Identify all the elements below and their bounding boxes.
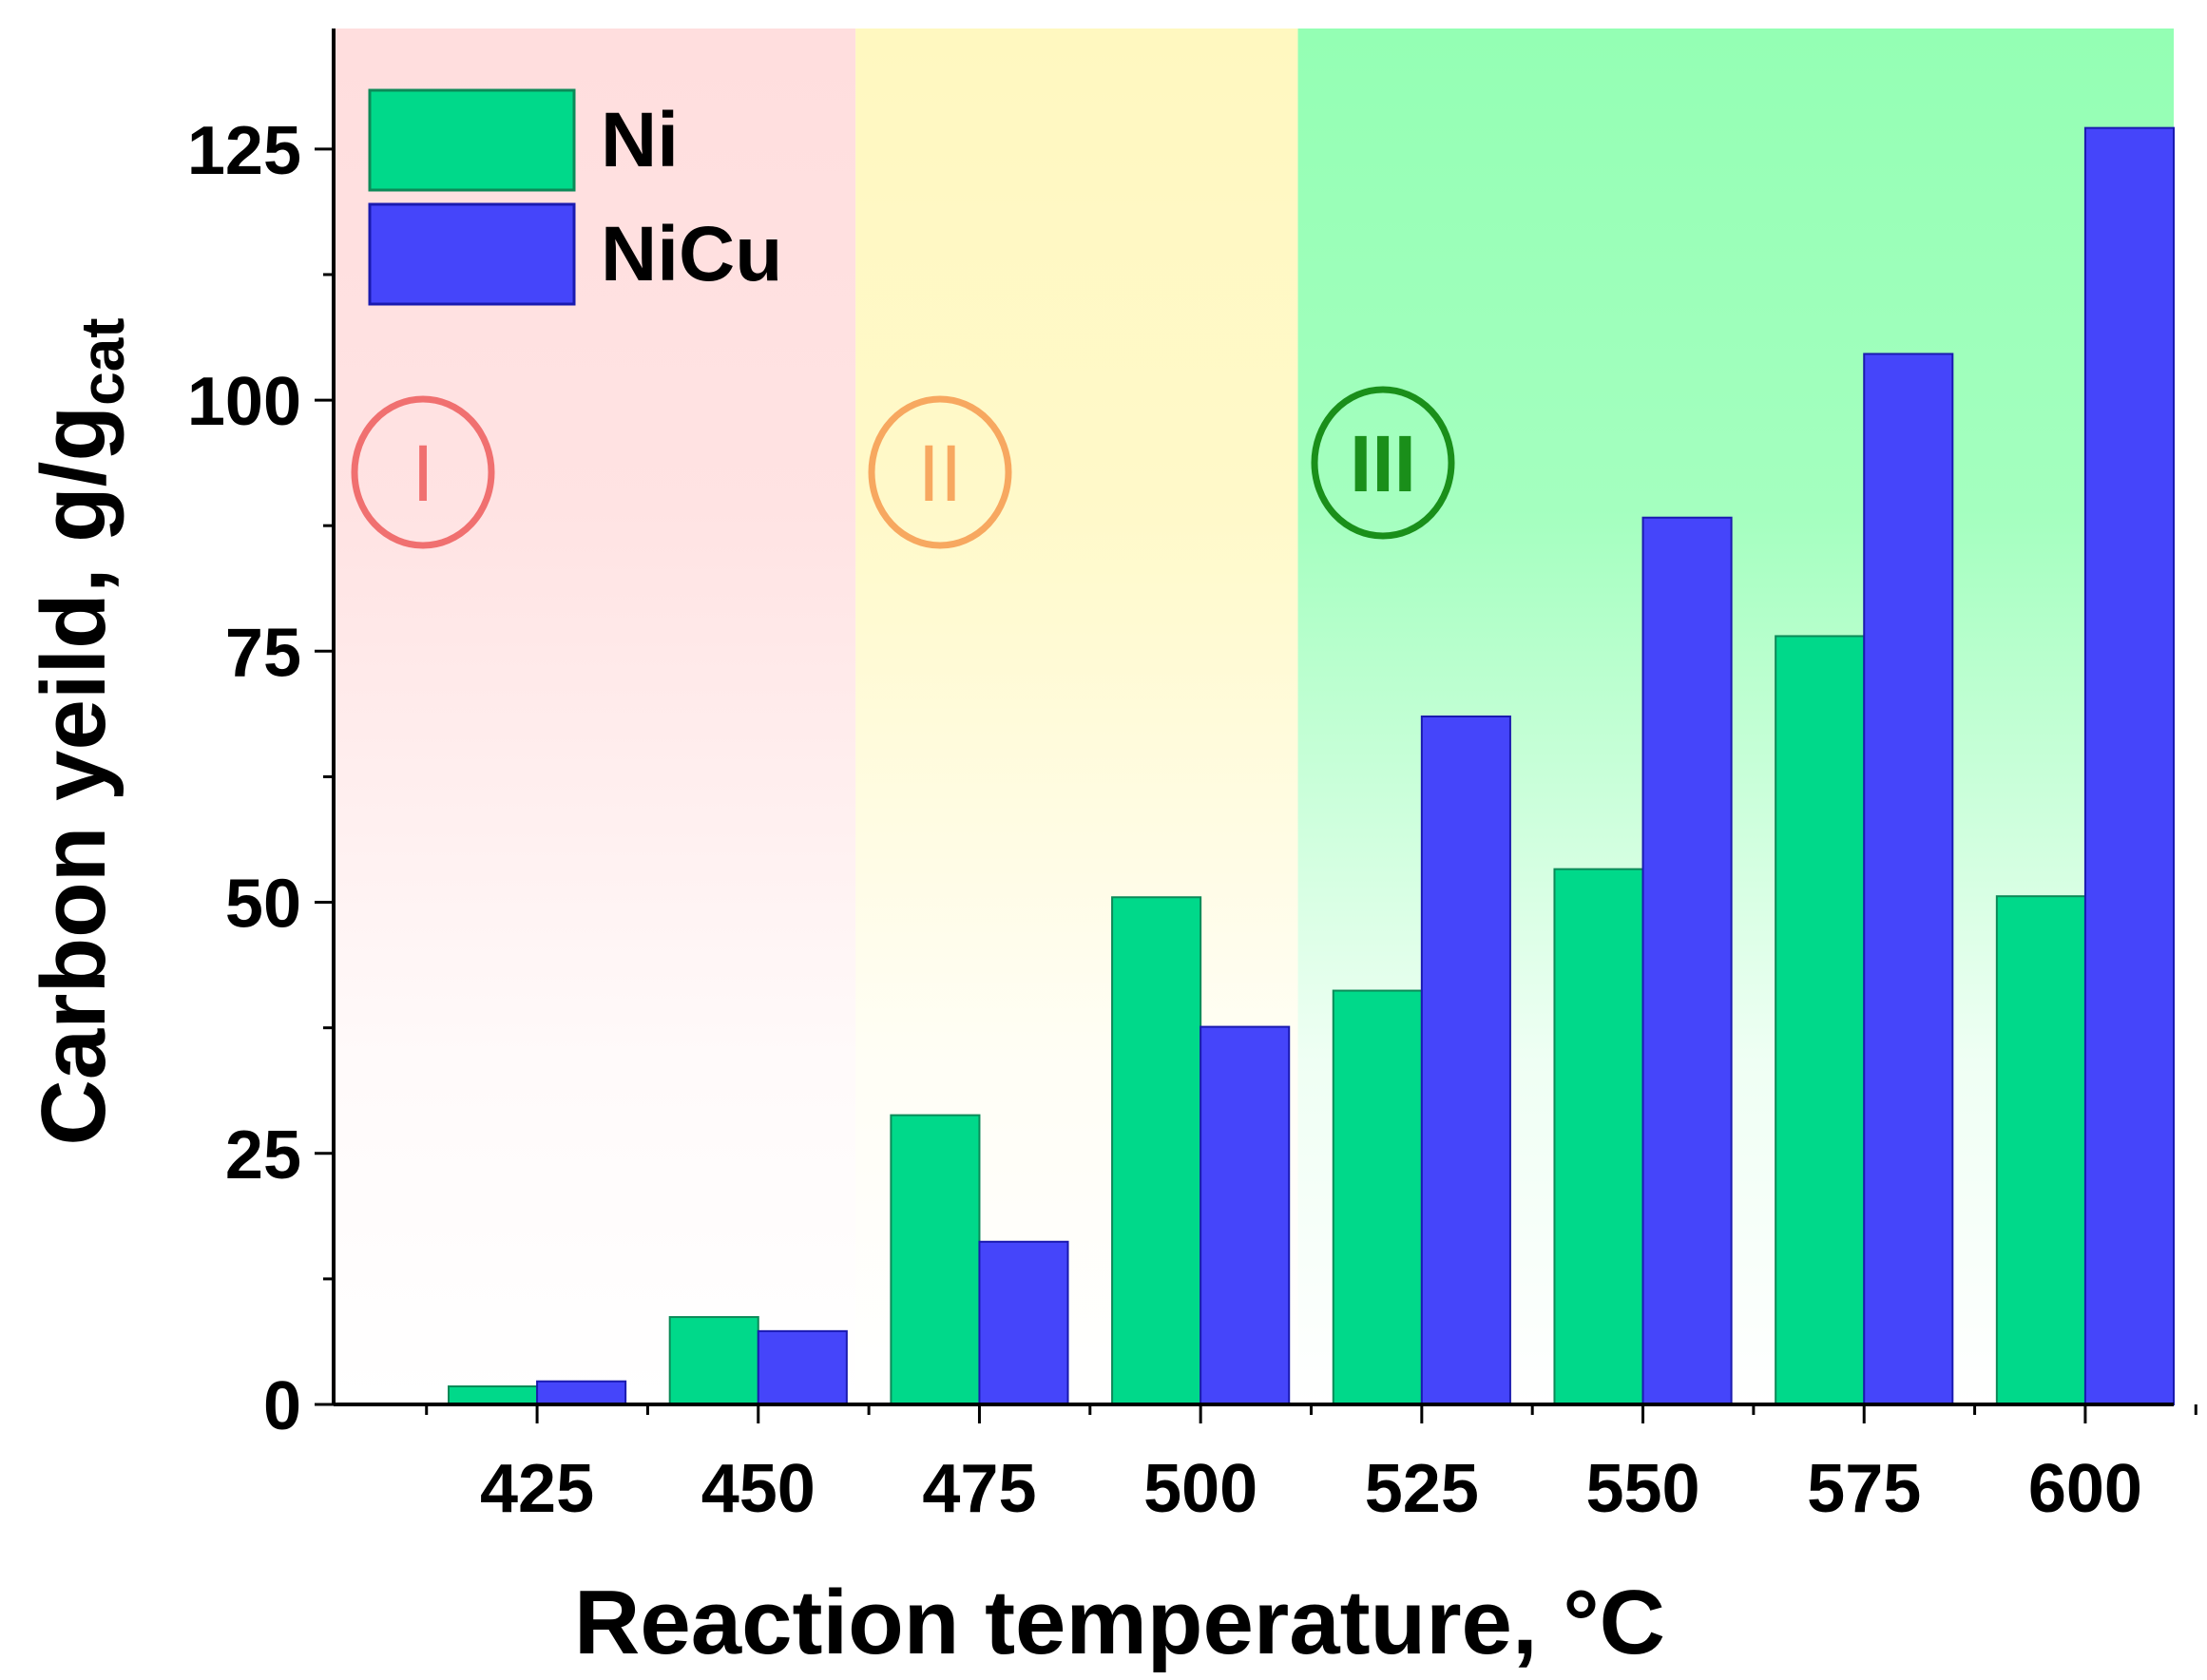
bar-ni-475 [890,1114,981,1405]
bar-nicu-475 [978,1240,1069,1405]
x-axis-title: Reaction temperature, °C [574,1572,1665,1673]
bar-ni-500 [1111,896,1202,1405]
y-tick-label-0: 0 [263,1368,301,1444]
axes: 0 25 50 75 100 125 425 450 475 500 525 550 575 600 [187,29,2197,1527]
y-axis-title-main: Carbon yeild, g/g [23,406,125,1146]
bar-ni-425 [448,1384,539,1406]
region-labels: I II III [351,386,1455,549]
bar-ni-525 [1332,989,1423,1406]
bar-ni-450 [668,1316,759,1406]
bar-nicu-500 [1199,1025,1291,1405]
bar-nicu-525 [1420,716,1511,1405]
region-2-label: II [918,429,963,518]
y-axis-title: Carbon yeild, g/gcat [23,317,137,1145]
x-tick-label-600: 600 [2028,1451,2142,1527]
legend-label-nicu: NiCu [601,211,782,297]
y-axis-title-subscript: cat [68,317,137,406]
x-tick-label-500: 500 [1143,1451,1257,1527]
bar-ni-575 [1775,635,1866,1405]
bar-nicu-550 [1641,516,1733,1405]
y-tick-label-125: 125 [187,113,301,189]
bar-nicu-450 [757,1329,848,1405]
region-1-label: I [412,429,433,518]
y-tick-label-25: 25 [225,1117,301,1193]
x-tick-label-475: 475 [922,1451,1036,1527]
bar-series [448,126,2176,1406]
bar-ni-550 [1553,868,1644,1405]
bar-nicu-575 [1863,353,1954,1406]
legend-swatch-ni [368,88,576,192]
x-tick-label-450: 450 [701,1451,816,1527]
legend-label-ni: Ni [601,97,679,183]
y-tick-label-100: 100 [187,364,301,440]
x-tick-label-550: 550 [1585,1451,1699,1527]
bar-ni-600 [1995,895,2086,1405]
x-tick-label-575: 575 [1807,1451,1921,1527]
x-tick-label-425: 425 [480,1451,594,1527]
y-tick-label-75: 75 [225,615,301,691]
bar-nicu-425 [536,1380,627,1406]
region-3-circle [1311,386,1455,540]
legend-swatch-nicu [368,202,576,306]
y-tick-label-50: 50 [225,867,301,943]
region-1-circle [351,395,495,549]
x-tick-label-525: 525 [1365,1451,1479,1527]
region-2-circle [868,395,1012,549]
region-3-label: III [1350,419,1416,508]
bar-nicu-600 [2083,126,2176,1406]
legend: Ni NiCu [368,88,782,306]
